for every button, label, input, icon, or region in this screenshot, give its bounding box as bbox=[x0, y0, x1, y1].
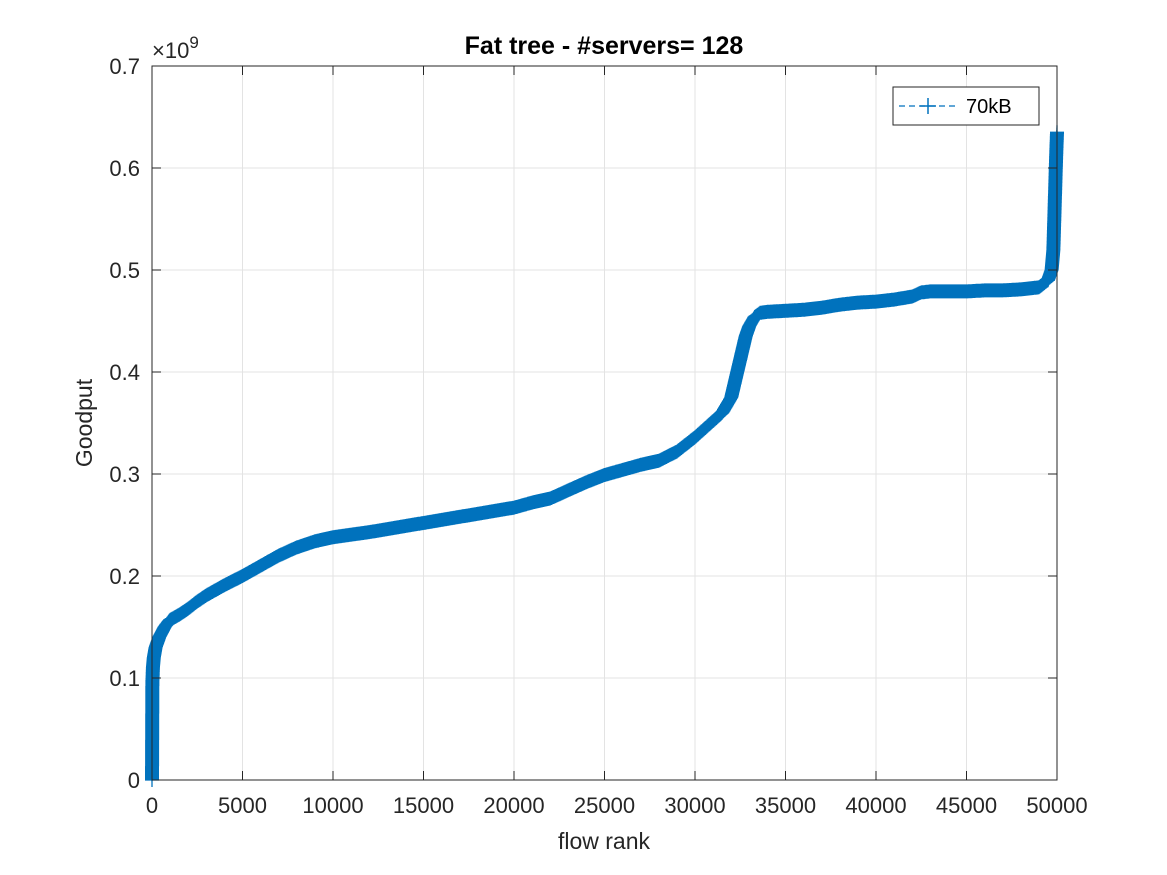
x-tick-label: 15000 bbox=[393, 793, 454, 818]
data-point bbox=[875, 300, 877, 303]
data-point bbox=[368, 531, 371, 534]
data-point bbox=[856, 301, 859, 304]
data-point bbox=[567, 489, 570, 492]
data-point bbox=[440, 518, 443, 521]
x-tick-label: 35000 bbox=[755, 793, 816, 818]
y-tick-label: 0.6 bbox=[109, 156, 140, 181]
data-point bbox=[748, 325, 751, 328]
data-point bbox=[753, 315, 756, 318]
data-point bbox=[759, 311, 762, 314]
data-point bbox=[513, 506, 515, 509]
x-tick-label: 40000 bbox=[845, 793, 906, 818]
data-point bbox=[603, 474, 606, 476]
data-point bbox=[639, 463, 642, 466]
y-exponent-base: ×10 bbox=[152, 38, 189, 63]
data-point bbox=[241, 575, 244, 577]
data-point bbox=[223, 584, 226, 587]
data-point bbox=[277, 554, 280, 557]
data-point bbox=[1037, 286, 1040, 289]
y-tick-label: 0.7 bbox=[109, 54, 140, 79]
data-point bbox=[920, 291, 923, 294]
y-tick-label: 0.2 bbox=[109, 564, 140, 589]
x-tick-label: 30000 bbox=[664, 793, 725, 818]
ticks: 0 5000 10000 15000 20000 25000 30000 35000 40000… bbox=[109, 54, 1087, 818]
x-tick-label: 5000 bbox=[218, 793, 267, 818]
data-point bbox=[820, 306, 823, 309]
data-point bbox=[766, 310, 769, 313]
data-point bbox=[694, 436, 696, 439]
data-point bbox=[744, 335, 747, 338]
data-point bbox=[169, 618, 172, 621]
y-exponent-power: 9 bbox=[189, 33, 198, 52]
data-point bbox=[152, 656, 155, 659]
x-tick-label: 0 bbox=[146, 793, 158, 818]
x-tick-label: 45000 bbox=[936, 793, 997, 818]
data-point bbox=[675, 450, 678, 453]
data-point bbox=[313, 540, 316, 543]
data-point bbox=[947, 290, 950, 293]
data-point bbox=[712, 420, 715, 422]
chart-title: Fat tree - #servers= 128 bbox=[465, 32, 744, 60]
x-tick-label: 25000 bbox=[574, 793, 635, 818]
data-point bbox=[965, 290, 968, 293]
data-point bbox=[163, 626, 166, 628]
y-tick-label: 0.1 bbox=[109, 666, 140, 691]
data-point bbox=[332, 536, 334, 539]
data-point bbox=[802, 308, 805, 311]
data-point bbox=[733, 381, 736, 384]
data-point bbox=[549, 497, 552, 500]
legend-entry-label: 70kB bbox=[966, 96, 1012, 118]
data-point bbox=[178, 613, 181, 616]
data-point bbox=[585, 481, 588, 484]
data-point bbox=[1053, 218, 1056, 220]
data-point bbox=[154, 646, 157, 649]
x-tick-label: 10000 bbox=[302, 793, 363, 818]
series-line bbox=[151, 132, 1058, 781]
data-point bbox=[741, 350, 744, 353]
data-point bbox=[404, 525, 407, 527]
y-tick-label: 0 bbox=[128, 768, 140, 793]
data-point bbox=[929, 290, 932, 293]
y-axis-label: Goodput bbox=[71, 378, 97, 467]
x-tick-label: 20000 bbox=[483, 793, 544, 818]
legend: 70kB bbox=[892, 86, 1040, 126]
data-point bbox=[259, 564, 262, 567]
data-point bbox=[730, 396, 733, 399]
y-exponent-label: ×109 bbox=[152, 33, 199, 63]
data-point bbox=[621, 468, 624, 471]
data-point bbox=[911, 295, 914, 298]
data-point bbox=[187, 607, 190, 610]
data-point bbox=[1047, 279, 1049, 282]
y-tick-label: 0.4 bbox=[109, 360, 140, 385]
x-tick-label: 50000 bbox=[1026, 793, 1087, 818]
data-point bbox=[1052, 248, 1055, 251]
legend-marker-plus-icon bbox=[920, 98, 936, 114]
data-point bbox=[205, 594, 208, 597]
data-point bbox=[531, 501, 534, 504]
data-point bbox=[983, 289, 986, 292]
data-point bbox=[737, 365, 740, 368]
data-point bbox=[476, 512, 479, 515]
data-point bbox=[721, 411, 724, 414]
data-point bbox=[838, 303, 841, 306]
x-axis-label: flow rank bbox=[558, 828, 651, 854]
data-point bbox=[893, 298, 896, 301]
data-point bbox=[196, 600, 199, 603]
y-tick-label: 0.3 bbox=[109, 462, 140, 487]
y-tick-label: 0.5 bbox=[109, 258, 140, 283]
data-point bbox=[657, 459, 660, 462]
legend-box bbox=[892, 86, 1040, 126]
data-point bbox=[1054, 187, 1057, 190]
data-point bbox=[158, 636, 161, 639]
data-point bbox=[784, 309, 787, 312]
data-point bbox=[1001, 289, 1004, 292]
data-point bbox=[1019, 288, 1022, 291]
data-point bbox=[295, 546, 298, 549]
